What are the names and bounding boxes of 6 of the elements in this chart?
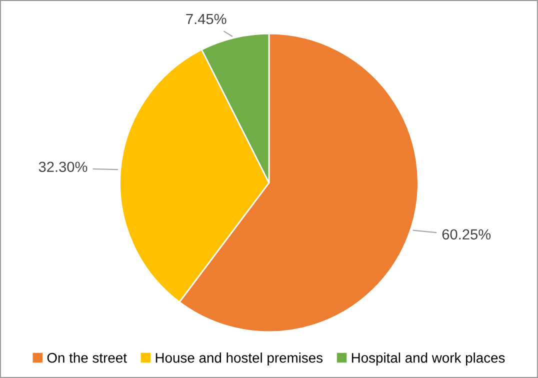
legend-label: Hospital and work places — [352, 352, 505, 366]
data-label: 60.25% — [442, 229, 491, 240]
data-label: 7.45% — [186, 14, 226, 24]
legend-label: House and hostel premises — [156, 352, 323, 366]
legend-label: On the street — [47, 352, 127, 363]
data-label: 32.30% — [38, 162, 88, 172]
